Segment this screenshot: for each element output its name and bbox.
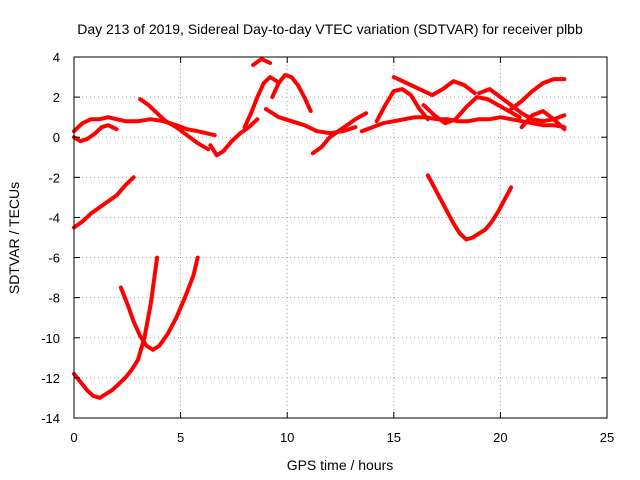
series-track-18 — [72, 255, 160, 400]
ticks: 0 5 10 15 20 25 -14 -12 -10 -8 -6 -4 -2 0 2 4 — [41, 50, 614, 445]
series-track-10 — [359, 115, 567, 134]
series-track-13 — [421, 95, 522, 126]
x-tick-label: 20 — [493, 430, 507, 445]
series-track-12 — [391, 75, 477, 98]
series-track-6 — [251, 57, 273, 67]
series-track-2 — [72, 123, 119, 144]
y-tick-label: -14 — [41, 411, 60, 426]
x-tick-label: 15 — [387, 430, 401, 445]
series-track-16 — [519, 109, 567, 132]
plot-frame — [73, 56, 608, 419]
series-track-20 — [425, 173, 514, 242]
y-tick-label: -2 — [48, 170, 60, 185]
y-tick-label: 2 — [53, 90, 60, 105]
y-tick-label: -12 — [41, 371, 60, 386]
x-axis-label: GPS time / hours — [287, 457, 394, 473]
y-tick-label: 0 — [53, 130, 60, 145]
series-track-5 — [242, 75, 279, 130]
series-track-7 — [270, 73, 313, 114]
series-track-11 — [374, 87, 430, 124]
y-tick-label: -8 — [48, 291, 60, 306]
x-tick-label: 5 — [177, 430, 184, 445]
series-track-3 — [138, 97, 211, 152]
x-tick-label: 25 — [600, 430, 614, 445]
y-tick-label: 4 — [53, 50, 60, 65]
y-tick-label: -6 — [48, 251, 60, 266]
series-track-1 — [72, 115, 217, 138]
series-track-17 — [72, 175, 136, 230]
series-track-19 — [118, 255, 200, 352]
series-track-9 — [310, 111, 369, 156]
y-tick-label: -4 — [48, 210, 60, 225]
series-track-14 — [477, 87, 567, 124]
x-tick-label: 0 — [70, 430, 77, 445]
chart-title: Day 213 of 2019, Sidereal Day-to-day VTE… — [77, 21, 583, 37]
y-tick-label: -10 — [41, 331, 60, 346]
series-layer — [72, 57, 567, 400]
series-track-15 — [509, 77, 567, 112]
x-tick-label: 10 — [280, 430, 294, 445]
grid — [74, 57, 607, 418]
y-axis-label: SDTVAR / TECUs — [6, 182, 22, 294]
series-track-4 — [208, 117, 260, 158]
